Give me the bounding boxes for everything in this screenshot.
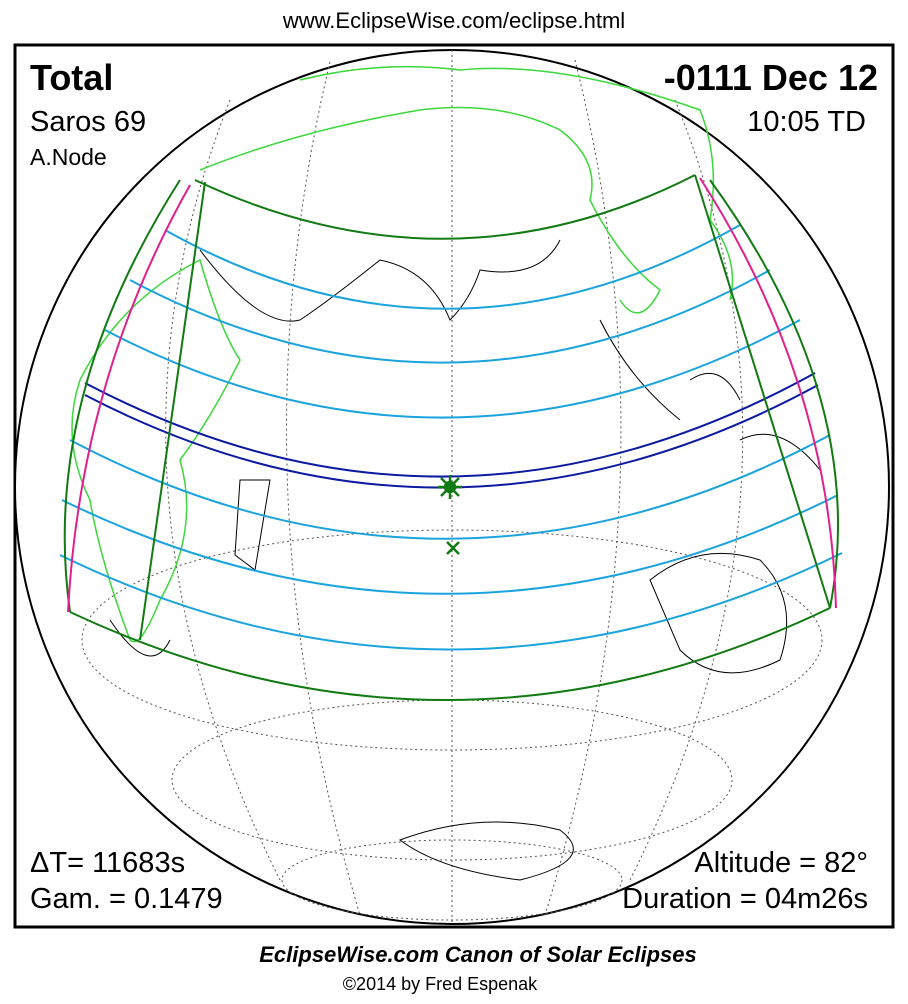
time: 10:05 TD <box>747 106 866 138</box>
duration: Duration = 04m26s <box>622 883 868 915</box>
parallel <box>81 529 823 751</box>
time-curve <box>69 434 831 540</box>
time-curve <box>61 494 839 595</box>
rise-set-curves <box>63 174 839 641</box>
altitude: Altitude = 82° <box>694 847 868 879</box>
globe <box>16 49 890 925</box>
frame <box>13 43 895 929</box>
subsolar-point <box>446 541 460 555</box>
eclipse-type: Total <box>30 57 113 98</box>
footer-credit: ©2014 by Fred Espenak <box>343 974 538 994</box>
eclipse-date: -0111 Dec 12 <box>664 57 878 98</box>
time-curve <box>59 552 843 651</box>
time-curve <box>164 224 741 310</box>
time-curve <box>129 269 771 364</box>
parallel <box>171 699 733 861</box>
penumbra-limit <box>69 607 831 701</box>
saros: Saros 69 <box>30 106 146 138</box>
gamma: Gam. = 0.1479 <box>30 883 223 915</box>
delta-t: ΔT= 11683s <box>30 847 185 879</box>
borders <box>71 65 734 643</box>
time-curve <box>104 319 801 419</box>
parallel <box>281 839 623 921</box>
greatest-eclipse <box>438 475 462 499</box>
penumbra-limit <box>194 174 696 240</box>
node: A.Node <box>30 144 107 170</box>
url: www.EclipseWise.com/eclipse.html <box>282 8 625 33</box>
max-rise-set <box>67 177 837 613</box>
footer-title: EclipseWise.com Canon of Solar Eclipses <box>259 942 697 967</box>
